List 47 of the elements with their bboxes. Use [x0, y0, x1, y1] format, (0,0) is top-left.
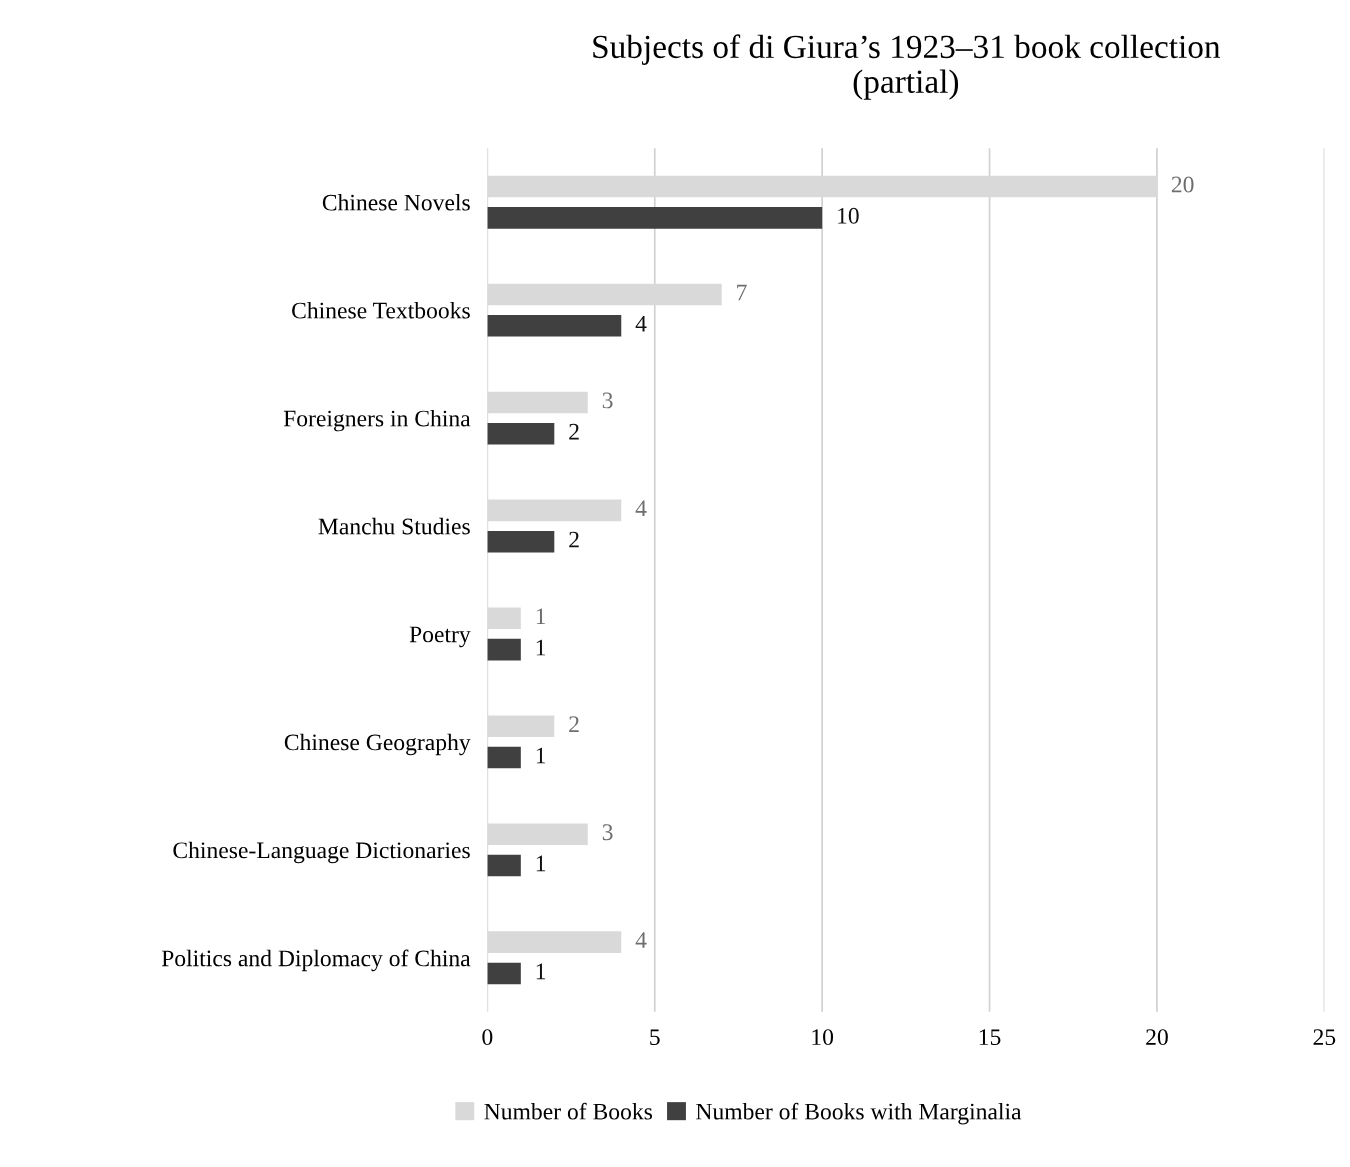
bar — [487, 422, 555, 445]
bar — [487, 530, 555, 553]
data-label: 4 — [635, 932, 647, 948]
bar — [487, 638, 521, 661]
bar — [487, 314, 622, 337]
x-tick-label: 10 — [812, 1029, 834, 1046]
data-label: 2 — [569, 716, 579, 732]
data-label: 10 — [838, 207, 859, 224]
data-label: 1 — [536, 747, 546, 764]
y-tick-label: Chinese Novels — [322, 193, 470, 211]
legend-label: Number of Books with Marginalia — [696, 1102, 1022, 1125]
data-label: 1 — [536, 608, 546, 624]
y-tick-label: Foreigners in China — [283, 409, 471, 432]
bar — [487, 854, 521, 877]
chart-title: Subjects of di Giura’s 1923–31 book collection (partial) — [593, 34, 1221, 100]
bar — [487, 715, 555, 738]
x-tick-label: 5 — [650, 1029, 660, 1046]
y-tick-label: Manchu Studies — [318, 517, 470, 535]
bar — [487, 931, 622, 953]
x-tick-label: 0 — [482, 1029, 493, 1046]
data-label: 1 — [536, 639, 546, 656]
data-label: 3 — [602, 824, 613, 841]
bar — [487, 391, 588, 414]
bar — [487, 823, 588, 846]
bar — [487, 607, 521, 630]
x-tick-label: 25 — [1313, 1029, 1336, 1046]
data-label: 1 — [536, 855, 546, 872]
y-tick-label: Politics and Diplomacy of China — [161, 949, 471, 972]
bar — [487, 746, 521, 769]
bar — [487, 207, 823, 229]
data-label: 2 — [569, 423, 579, 440]
y-tick-label: Chinese-Language Dictionaries — [173, 841, 470, 864]
data-label: 3 — [602, 392, 613, 409]
bar — [487, 499, 622, 522]
y-tick-label: Chinese Geography — [284, 733, 471, 756]
data-label: 2 — [569, 531, 579, 548]
legend-label: Number of Books — [484, 1102, 653, 1120]
data-label: 4 — [635, 500, 647, 517]
data-label: 4 — [635, 315, 647, 332]
x-tick-label: 15 — [979, 1029, 1001, 1046]
y-tick-label: Poetry — [409, 626, 471, 648]
x-tick-label: 20 — [1146, 1029, 1168, 1046]
data-label: 20 — [1171, 176, 1194, 193]
y-tick-label: Chinese Textbooks — [292, 301, 470, 319]
data-label: 7 — [737, 284, 747, 301]
bar — [487, 962, 521, 985]
data-label: 1 — [536, 963, 546, 980]
